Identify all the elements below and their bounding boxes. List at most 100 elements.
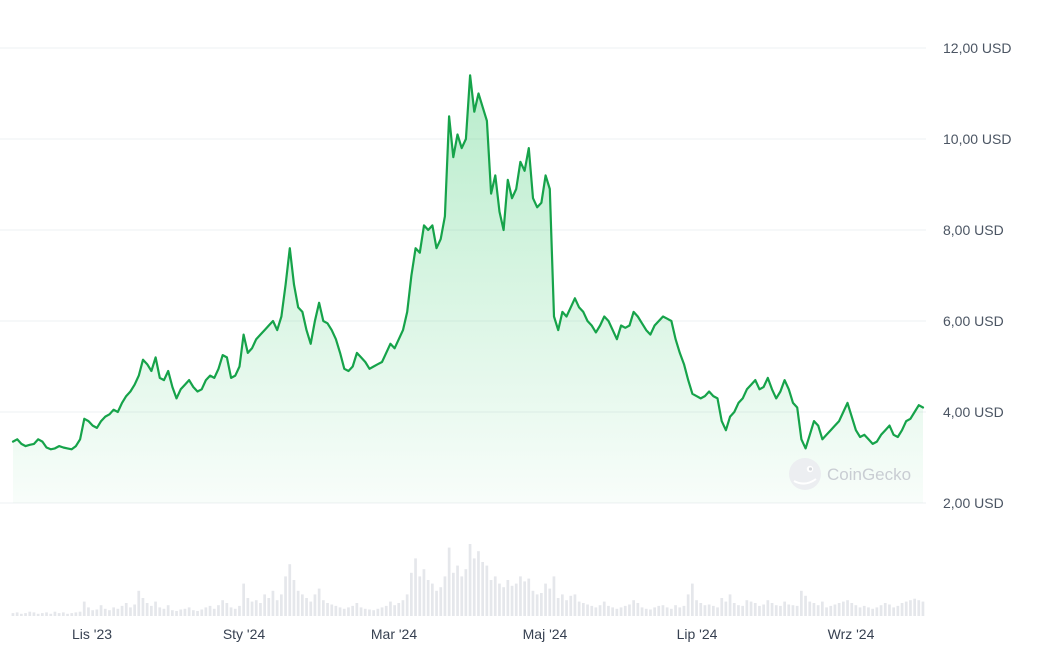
volume-bar	[774, 605, 778, 616]
volume-bar	[732, 603, 736, 616]
x-tick-label: Lip '24	[677, 626, 718, 642]
volume-bar	[82, 601, 86, 616]
volume-bar	[124, 603, 128, 616]
volume-bar	[355, 603, 359, 616]
volume-bar	[523, 581, 526, 616]
volume-bar	[275, 600, 279, 616]
volume-bar	[414, 558, 417, 616]
volume-bar	[644, 608, 648, 616]
volume-bar	[53, 611, 57, 616]
volume-bar	[842, 601, 845, 616]
volume-bar	[917, 600, 921, 616]
volume-bar	[871, 608, 874, 616]
volume-bar	[904, 601, 908, 616]
volume-bar	[846, 600, 849, 616]
volume-bar	[535, 594, 539, 616]
volume-bar	[653, 607, 656, 616]
volume-bar	[837, 603, 841, 616]
volume-bar	[477, 551, 480, 616]
volume-bar	[816, 605, 820, 616]
volume-bar	[313, 594, 317, 616]
volume-bar	[326, 603, 329, 616]
volume-bar	[707, 604, 711, 616]
volume-bar	[862, 605, 866, 616]
volume-bar	[376, 608, 380, 616]
y-tick-label: 12,00 USD	[943, 40, 1011, 56]
volume-bar	[271, 590, 275, 616]
volume-bar	[804, 595, 807, 616]
volume-bar	[74, 612, 78, 616]
volume-bar	[540, 593, 543, 616]
volume-bar	[682, 605, 686, 616]
volume-bar	[229, 607, 233, 616]
volume-bar	[858, 607, 862, 616]
volume-bar	[674, 605, 677, 616]
volume-bar	[78, 611, 82, 616]
volume-bar	[464, 569, 468, 616]
volume-bar	[305, 598, 308, 616]
volume-bar	[753, 603, 757, 616]
volume-bar	[808, 601, 812, 616]
volume-bar	[628, 604, 631, 616]
volume-bar	[70, 613, 74, 616]
volume-bar	[66, 613, 69, 616]
volume-bar	[99, 605, 103, 616]
volume-bar	[347, 607, 350, 616]
volume-bar	[28, 611, 32, 616]
volume-bar	[485, 565, 489, 616]
volume-bar	[867, 607, 870, 616]
volume-bar	[724, 601, 728, 616]
volume-bar	[141, 598, 145, 616]
y-tick-label: 6,00 USD	[943, 313, 1004, 329]
volume-bar	[380, 607, 384, 616]
volume-bar	[615, 608, 619, 616]
volume-bar	[514, 583, 518, 616]
x-tick-label: Mar '24	[371, 626, 417, 642]
volume-bar	[108, 610, 111, 616]
volume-bar	[779, 605, 782, 616]
volume-bar	[892, 607, 895, 616]
volume-bar	[737, 605, 740, 616]
volume-bar	[217, 605, 220, 616]
y-tick-label: 8,00 USD	[943, 222, 1004, 238]
volume-bar	[875, 607, 879, 616]
volume-bar	[171, 610, 174, 616]
volume-bar	[632, 600, 635, 616]
volume-bar	[397, 603, 401, 616]
volume-bar	[791, 605, 795, 616]
volume-bar	[175, 611, 178, 616]
volume-bar	[242, 583, 245, 616]
volume-bar	[208, 605, 212, 616]
volume-bar	[498, 583, 501, 616]
volume-bar	[158, 607, 162, 616]
volume-bar	[699, 603, 703, 616]
volume-bar	[62, 612, 65, 616]
y-tick-label: 10,00 USD	[943, 131, 1011, 147]
volume-bar	[112, 607, 115, 616]
volume-bar	[854, 605, 858, 616]
volume-bar	[200, 609, 204, 616]
volume-bar	[800, 590, 803, 616]
volume-bar	[640, 607, 644, 616]
volume-bar	[49, 613, 53, 616]
volume-bar	[393, 605, 396, 616]
volume-bar	[825, 607, 828, 616]
x-tick-label: Maj '24	[523, 626, 568, 642]
volume-bar	[766, 600, 770, 616]
volume-bar	[909, 600, 912, 616]
volume-bar	[489, 580, 493, 616]
x-tick-label: Sty '24	[223, 626, 266, 642]
volume-bar	[120, 605, 124, 616]
volume-bar	[401, 600, 405, 616]
volume-bar	[267, 598, 271, 616]
volume-bar	[594, 607, 598, 616]
volume-bar	[317, 588, 321, 616]
volume-bar	[11, 613, 15, 616]
volume-bar	[24, 613, 27, 616]
volume-bar	[561, 594, 564, 616]
volume-bar	[410, 572, 413, 616]
volume-bar	[342, 608, 346, 616]
x-axis-ticks: Lis '23 Sty '24 Mar '24 Maj '24 Lip '24 Wrz '…	[72, 626, 875, 642]
volume-bar	[879, 605, 883, 616]
volume-bar	[607, 605, 610, 616]
